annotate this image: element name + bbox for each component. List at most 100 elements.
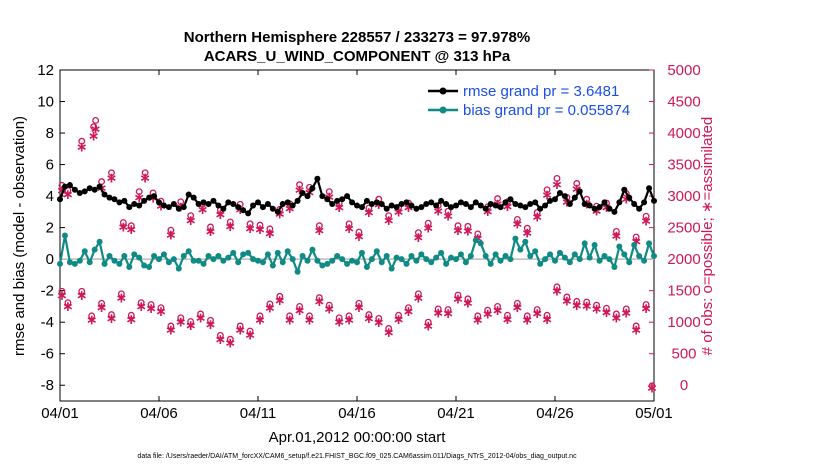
rmse-data-point xyxy=(383,205,390,212)
bias-data-point xyxy=(101,260,108,267)
rmse-data-point xyxy=(428,199,435,206)
rmse-data-point xyxy=(146,194,153,201)
bias-data-point xyxy=(146,264,153,271)
obs-possible-marker xyxy=(141,169,149,177)
bias-data-point xyxy=(616,243,623,250)
rmse-data-point xyxy=(230,200,237,207)
obs-assimilated-marker: ∗ xyxy=(373,197,385,213)
chart-title-line-1: Northern Hemisphere 228557 / 233273 = 97… xyxy=(184,29,530,46)
bias-data-point xyxy=(319,262,326,269)
bias-data-point xyxy=(512,235,519,242)
rmse-data-point xyxy=(170,200,177,207)
bias-data-point xyxy=(606,256,613,263)
bias-data-point xyxy=(601,252,608,259)
bias-data-point xyxy=(611,264,618,271)
obs-possible-marker xyxy=(246,220,254,228)
rmse-data-point xyxy=(378,200,385,207)
rmse-data-point xyxy=(621,186,628,193)
obs-assimilated-marker: ∗ xyxy=(512,300,524,316)
obs-assimilated-marker: ∗ xyxy=(195,311,207,327)
y-tick-label: 10 xyxy=(37,94,54,111)
bias-data-point xyxy=(576,256,583,263)
obs-possible-marker xyxy=(434,305,442,313)
obs-assimilated-marker: ∗ xyxy=(551,283,563,299)
obs-assimilated-marker: ∗ xyxy=(56,288,68,304)
obs-possible-marker xyxy=(533,209,541,216)
obs-assimilated-marker: ∗ xyxy=(571,298,583,314)
bias-data-point xyxy=(284,248,291,255)
y2-tick-label: 1000 xyxy=(667,314,700,331)
bias-data-point xyxy=(492,251,499,258)
y-tick-label: 0 xyxy=(46,251,54,268)
rmse-data-point xyxy=(512,200,519,207)
bias-data-point xyxy=(581,240,588,247)
obs-assimilated-marker: ∗ xyxy=(432,203,444,219)
bias-data-point xyxy=(86,259,93,266)
obs-assimilated-marker: ∗ xyxy=(452,292,464,308)
bias-data-point xyxy=(507,256,514,263)
rmse-data-point xyxy=(522,204,529,211)
obs-possible-marker xyxy=(424,219,432,227)
obs-assimilated-marker: ∗ xyxy=(353,229,365,245)
bias-data-point xyxy=(279,259,286,266)
obs-assimilated-marker: ∗ xyxy=(185,318,197,334)
rmse-data-point xyxy=(190,194,197,201)
obs-assimilated-marker: ∗ xyxy=(165,227,177,243)
rmse-data-point xyxy=(517,202,524,209)
rmse-data-point xyxy=(264,200,271,207)
obs-possible-marker xyxy=(543,186,551,194)
obs-assimilated-marker: ∗ xyxy=(254,222,266,238)
obs-assimilated-marker: ∗ xyxy=(422,319,434,335)
rmse-data-point xyxy=(576,188,583,195)
obs-possible-marker xyxy=(648,382,656,390)
obs-possible-marker xyxy=(135,188,143,196)
obs-assimilated-marker: ∗ xyxy=(472,312,484,328)
rmse-data-point xyxy=(502,199,509,206)
obs-assimilated-marker: ∗ xyxy=(620,191,632,207)
obs-possible-marker xyxy=(315,294,323,302)
obs-possible-marker xyxy=(385,325,393,332)
obs-assimilated-marker: ∗ xyxy=(502,199,514,215)
rmse-data-point xyxy=(116,199,123,206)
rmse-data-point xyxy=(329,200,336,207)
obs-assimilated-marker: ∗ xyxy=(591,203,603,219)
obs-possible-marker xyxy=(553,174,561,182)
rmse-data-point xyxy=(210,197,217,204)
obs-assimilated-marker: ∗ xyxy=(482,204,494,220)
rmse-data-point xyxy=(215,202,222,209)
bias-data-point xyxy=(200,260,207,267)
rmse-data-point xyxy=(106,194,113,201)
rmse-data-point xyxy=(344,193,351,200)
rmse-data-point xyxy=(418,204,425,211)
obs-assimilated-marker: ∗ xyxy=(403,200,415,216)
obs-possible-marker xyxy=(632,233,640,241)
rmse-data-point xyxy=(66,182,73,189)
rmse-data-point xyxy=(121,197,128,204)
rmse-data-point xyxy=(433,202,440,209)
obs-assimilated-marker: ∗ xyxy=(393,312,405,328)
bias-data-point xyxy=(111,257,118,264)
obs-possible-marker xyxy=(266,225,274,233)
bias-data-point xyxy=(586,254,593,261)
bias-data-point xyxy=(76,257,83,264)
obs-assimilated-marker: ∗ xyxy=(462,295,474,311)
obs-possible-marker xyxy=(632,322,640,330)
rmse-data-point xyxy=(477,202,484,209)
rmse-data-point xyxy=(368,200,375,207)
obs-possible-marker xyxy=(177,314,185,322)
bias-data-point xyxy=(487,260,494,267)
rmse-data-point xyxy=(527,200,534,207)
bias-data-point xyxy=(556,249,563,256)
bias-data-point xyxy=(383,252,390,259)
obs-assimilated-marker: ∗ xyxy=(145,301,157,317)
obs-assimilated-marker: ∗ xyxy=(611,311,623,327)
bias-data-point xyxy=(299,252,306,259)
obs-possible-marker xyxy=(296,302,304,310)
bias-data-point xyxy=(368,256,375,263)
obs-assimilated-marker: ∗ xyxy=(482,307,494,323)
rmse-data-point xyxy=(304,193,311,200)
obs-assimilated-marker: ∗ xyxy=(106,171,118,187)
obs-assimilated-marker: ∗ xyxy=(314,294,326,310)
bias-data-point xyxy=(309,246,316,253)
rmse-data-point xyxy=(324,196,331,203)
